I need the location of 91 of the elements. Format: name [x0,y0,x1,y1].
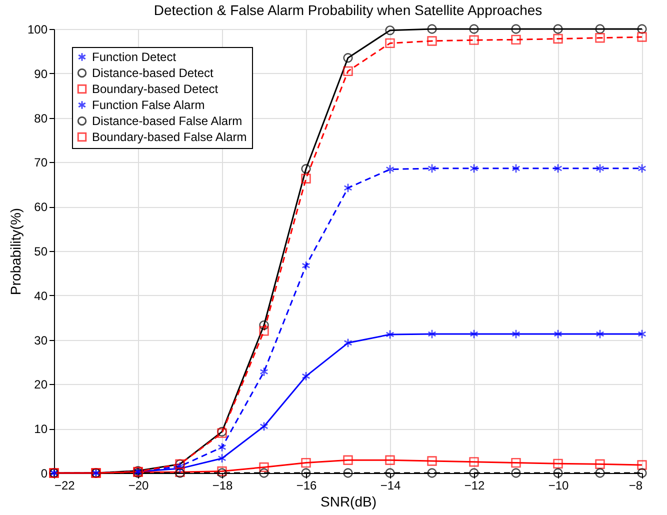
legend-label: Boundary-based False Alarm [92,130,247,144]
point [386,164,394,174]
point [427,24,437,34]
point [637,460,647,470]
y-tick-label: 50 [34,244,48,258]
x-tick-label: −18 [212,478,233,492]
x-axis-title: SNR(dB) [320,494,377,510]
point [553,34,563,44]
point [385,468,395,478]
point [512,164,520,174]
point [595,33,605,43]
point [218,442,226,452]
x-tick-label: −10 [548,478,569,492]
point [595,459,605,469]
point [596,164,604,174]
x-tick-label: −16 [296,478,317,492]
point [470,329,478,339]
y-tick-label: 90 [34,66,48,81]
point [638,329,646,339]
chart-title: Detection & False Alarm Probability when Satellite Approaches [154,2,542,18]
point [469,24,479,34]
point [302,260,310,270]
point [553,24,563,34]
point [637,24,647,34]
legend-label: Function False Alarm [92,98,205,112]
point [302,371,310,382]
point [344,338,352,348]
legend-label: Distance-based False Alarm [92,114,242,128]
point [259,326,269,336]
point [385,26,395,36]
point [511,34,521,44]
legend-label: Distance-based Detect [92,66,214,80]
point [428,329,436,339]
point [301,468,311,478]
point [637,32,647,42]
point [427,36,437,46]
point [511,458,521,468]
point [511,24,521,34]
y-tick-label: 100 [27,22,48,36]
point [638,164,646,174]
point [176,462,184,472]
point [511,468,521,478]
legend-label: Function Detect [92,50,177,64]
point [385,38,395,48]
x-tick-label: −20 [128,478,149,492]
point [553,468,563,478]
point [470,164,478,174]
point [301,174,311,184]
y-tick-label: 70 [34,156,48,170]
y-tick-label: 30 [34,333,48,348]
point [427,456,437,466]
x-tick-label: −14 [380,478,401,492]
point [259,468,269,478]
point [343,53,353,63]
point [343,66,353,76]
point [301,458,311,468]
point [553,458,563,469]
y-tick-label: 40 [34,288,48,303]
x-tick-label: −8 [628,478,643,492]
point [595,468,605,478]
y-tick-label: 20 [34,378,48,392]
point [260,422,268,432]
point [301,164,311,174]
point [259,320,269,330]
point [260,366,268,377]
y-tick-label: 80 [34,111,48,126]
point [343,468,353,478]
point [218,454,226,464]
y-tick-label: 60 [34,200,48,214]
y-tick-label: 0 [40,466,48,480]
point [554,164,562,174]
point [512,329,520,339]
point [385,455,395,465]
point [386,330,394,340]
point [344,183,352,193]
point [427,468,437,478]
legend-label: Boundary-based Detect [92,82,219,96]
point [469,35,479,45]
x-tick-label: −12 [464,478,485,492]
point [469,457,479,467]
point [343,455,353,465]
point [428,164,436,174]
point [596,329,604,339]
x-tick-label: −22 [54,478,76,492]
y-tick-label: 10 [34,422,48,436]
point [554,329,562,339]
point [176,464,184,474]
y-axis-title: Probability(%) [7,208,24,296]
point [595,24,605,34]
point [469,468,479,478]
point [259,462,269,472]
